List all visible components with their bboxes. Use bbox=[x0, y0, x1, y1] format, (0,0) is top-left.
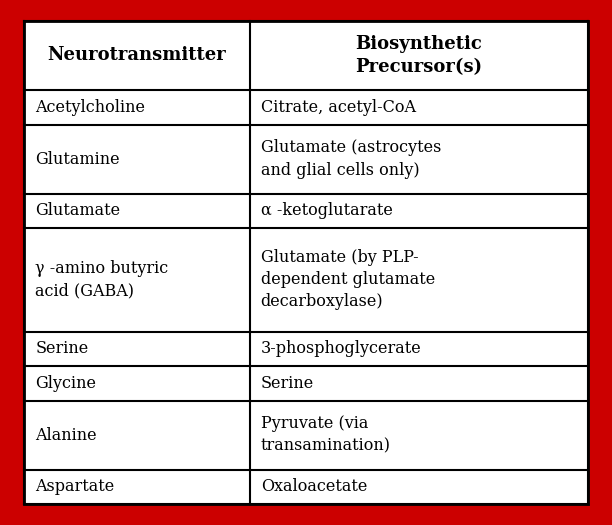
Text: 3-phosphoglycerate: 3-phosphoglycerate bbox=[261, 340, 422, 357]
Text: Aspartate: Aspartate bbox=[35, 478, 114, 495]
Text: Acetylcholine: Acetylcholine bbox=[35, 99, 146, 116]
Text: Glutamate (by PLP-
dependent glutamate
decarboxylase): Glutamate (by PLP- dependent glutamate d… bbox=[261, 249, 435, 310]
Text: Serine: Serine bbox=[261, 375, 314, 392]
Text: Glutamate: Glutamate bbox=[35, 202, 121, 219]
Text: Neurotransmitter: Neurotransmitter bbox=[48, 47, 226, 65]
Text: Alanine: Alanine bbox=[35, 426, 97, 444]
Text: Serine: Serine bbox=[35, 340, 89, 357]
Text: Oxaloacetate: Oxaloacetate bbox=[261, 478, 367, 495]
Text: Glycine: Glycine bbox=[35, 375, 97, 392]
Text: Glutamate (astrocytes
and glial cells only): Glutamate (astrocytes and glial cells on… bbox=[261, 140, 441, 178]
Text: γ -amino butyric
acid (GABA): γ -amino butyric acid (GABA) bbox=[35, 260, 169, 299]
Text: Glutamine: Glutamine bbox=[35, 151, 120, 167]
Text: Biosynthetic
Precursor(s): Biosynthetic Precursor(s) bbox=[355, 35, 482, 76]
Text: α -ketoglutarate: α -ketoglutarate bbox=[261, 202, 392, 219]
Text: Citrate, acetyl-CoA: Citrate, acetyl-CoA bbox=[261, 99, 416, 116]
Text: Pyruvate (via
transamination): Pyruvate (via transamination) bbox=[261, 415, 390, 455]
